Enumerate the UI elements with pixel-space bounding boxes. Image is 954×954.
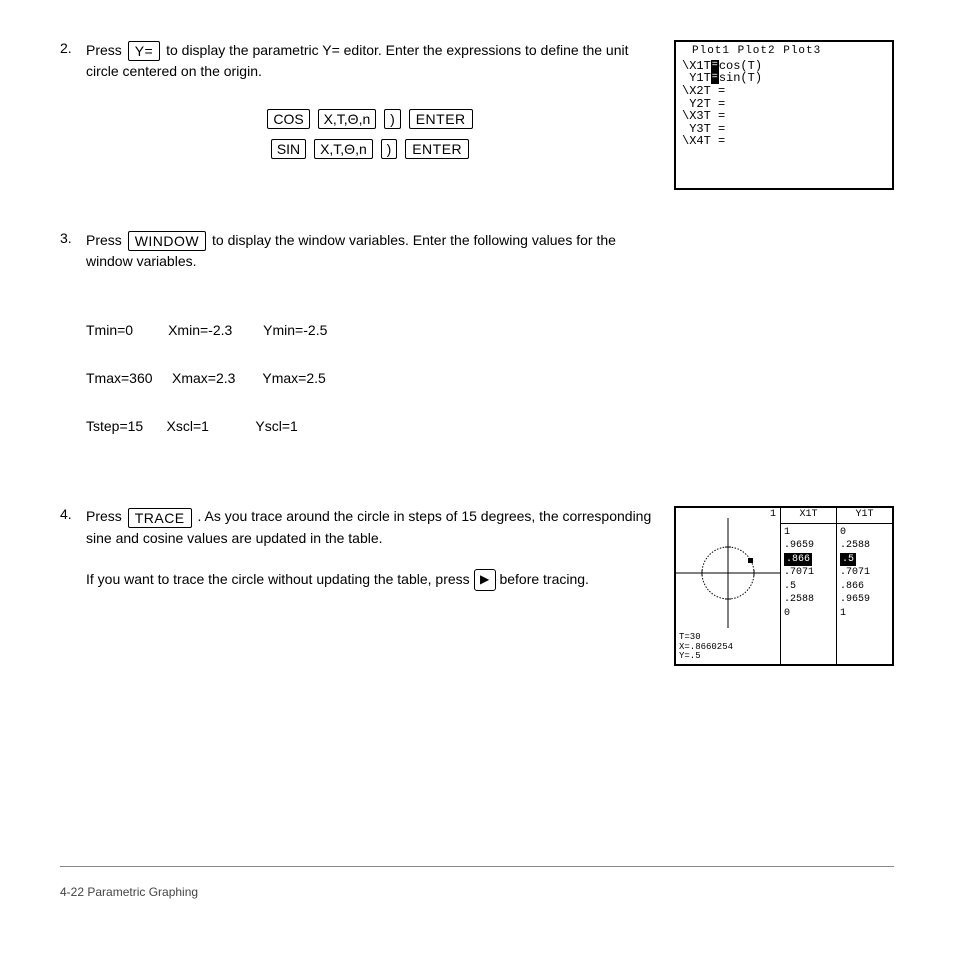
step2-text-pre: Press	[86, 42, 126, 58]
step2-number: 2.	[60, 40, 86, 56]
paren-key[interactable]: )	[384, 109, 401, 129]
table-cell: 0	[840, 526, 889, 540]
footer-text: 4-22 Parametric Graphing	[60, 885, 198, 899]
step3-text: Press WINDOW to display the window varia…	[86, 230, 654, 272]
step2-text: Press Y= to display the parametric Y= ed…	[86, 40, 654, 82]
step4-text: Press TRACE . As you trace around the ci…	[86, 506, 654, 548]
table-cell-highlight: .5	[840, 553, 856, 567]
table-col-y1t: Y1T	[837, 508, 892, 524]
x4t-line: \X4T =	[682, 135, 886, 148]
trace-screen: 1 T=30 X=.8660254 Y=.5	[674, 506, 894, 666]
step4-text-pre: Press	[86, 508, 126, 524]
trace-key[interactable]: TRACE	[128, 508, 192, 528]
x3t-line: \X3T =	[682, 110, 886, 123]
yequals-key[interactable]: Y=	[128, 41, 161, 61]
table-cell: 1	[840, 607, 889, 621]
step4-number: 4.	[60, 506, 86, 522]
var-key-2[interactable]: X,T,Θ,n	[314, 139, 373, 159]
step3-number: 3.	[60, 230, 86, 246]
step3-text-pre: Press	[86, 232, 126, 248]
table-cell: .5	[784, 580, 833, 594]
enter-key[interactable]: ENTER	[409, 109, 473, 129]
table-cell: .7071	[784, 566, 833, 580]
table-cell: .2588	[840, 539, 889, 553]
enter-key-2[interactable]: ENTER	[405, 139, 469, 159]
table-cell: .2588	[784, 593, 833, 607]
table-col-x1t: X1T	[781, 508, 836, 524]
table-pane: X1T 1 .9659 .866 .7071 .5 .2588 0 Y1T 0	[781, 508, 892, 664]
plot-header: Plot1 Plot2 Plot3	[682, 46, 886, 60]
step4-text2: If you want to trace the circle without …	[86, 569, 654, 591]
yequals-screen: Plot1 Plot2 Plot3 \X1T=cos(T) Y1T=sin(T)…	[674, 40, 894, 190]
sin-key[interactable]: SIN	[271, 139, 306, 159]
footer-rule	[60, 866, 894, 867]
table-cell: .9659	[784, 539, 833, 553]
table-cell: 1	[784, 526, 833, 540]
table-cell-highlight: .866	[784, 553, 812, 567]
paren-key-2[interactable]: )	[381, 139, 398, 159]
step2-keystrokes: COS X,T,Θ,n ) ENTER SIN X,T,Θ,n ) ENTER	[86, 102, 654, 164]
graph-pane: 1 T=30 X=.8660254 Y=.5	[676, 508, 781, 664]
cursor-icon: =	[711, 60, 719, 72]
step4-text2-post: before tracing.	[499, 571, 589, 587]
table-cell: .866	[840, 580, 889, 594]
y1t-expr: sin(T)	[719, 71, 762, 85]
table-cell: 0	[784, 607, 833, 621]
table-cell: .9659	[840, 593, 889, 607]
step2-text-post: to display the parametric Y= editor. Ent…	[86, 42, 629, 79]
cos-key[interactable]: COS	[267, 109, 309, 129]
window-values: Tmin=0 Xmin=-2.3 Ymin=-2.5 Tmax=360 Xmax…	[86, 290, 654, 466]
step4-text2-pre: If you want to trace the circle without …	[86, 571, 474, 587]
table-cell: .7071	[840, 566, 889, 580]
window-key[interactable]: WINDOW	[128, 231, 206, 251]
x2t-line: \X2T =	[682, 85, 886, 98]
var-key[interactable]: X,T,Θ,n	[318, 109, 377, 129]
trace-readout: T=30 X=.8660254 Y=.5	[679, 633, 733, 663]
cursor-icon-2: =	[711, 72, 719, 84]
right-arrow-key[interactable]: ▶	[474, 569, 496, 591]
unit-circle-plot	[676, 508, 781, 638]
